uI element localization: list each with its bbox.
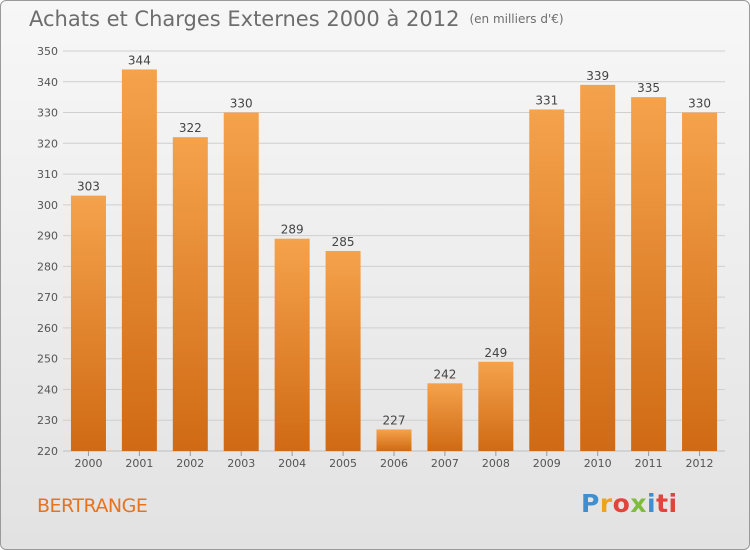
- x-tick-label: 2006: [380, 457, 408, 470]
- data-label: 322: [179, 121, 202, 135]
- y-tick-label: 250: [37, 353, 58, 366]
- bar: [121, 69, 157, 451]
- bar: [580, 84, 616, 451]
- logo-letter: o: [612, 489, 631, 518]
- x-tick-label: 2012: [686, 457, 714, 470]
- logo-letter: ti: [656, 489, 678, 518]
- y-tick-label: 260: [37, 322, 58, 335]
- x-tick-label: 2001: [125, 457, 153, 470]
- logo-letter: i: [647, 489, 657, 518]
- x-tick-label: 2010: [584, 457, 612, 470]
- y-tick-label: 240: [37, 383, 58, 396]
- x-tick-label: 2007: [431, 457, 459, 470]
- y-tick-label: 340: [37, 76, 58, 89]
- x-tick-label: 2002: [176, 457, 204, 470]
- bar: [682, 112, 718, 452]
- bar: [427, 383, 463, 451]
- bar: [223, 112, 259, 452]
- chart-title: Achats et Charges Externes 2000 à 2012 (e…: [29, 7, 564, 31]
- bar: [376, 429, 412, 451]
- data-label: 249: [484, 346, 507, 360]
- logo-letter: r: [599, 489, 613, 518]
- bar: [274, 238, 310, 451]
- y-tick-label: 290: [37, 230, 58, 243]
- data-labels: 303 344 322 330 289 285 227 242 249 331 339 335 330: [77, 53, 711, 427]
- y-tick-label: 220: [37, 445, 58, 458]
- data-label: 330: [230, 97, 253, 111]
- data-label: 285: [332, 235, 355, 249]
- x-tick-label: 2011: [635, 457, 663, 470]
- data-label: 330: [688, 97, 711, 111]
- y-tick-label: 300: [37, 199, 58, 212]
- y-tick-label: 230: [37, 414, 58, 427]
- bar: [478, 361, 514, 451]
- data-label: 335: [637, 81, 660, 95]
- x-tick-label: 2004: [278, 457, 306, 470]
- bar: [70, 195, 106, 451]
- bar: [529, 109, 565, 451]
- logo-letter: x: [630, 489, 647, 518]
- chart-unit: (en milliers d'€): [469, 12, 564, 26]
- place-name: BERTRANGE: [37, 495, 148, 517]
- data-label: 331: [535, 93, 558, 107]
- grid-lines: [63, 50, 725, 452]
- data-label: 339: [586, 69, 609, 83]
- x-tick-label: 2008: [482, 457, 510, 470]
- data-label: 227: [383, 413, 406, 427]
- x-axis: 2000 2001 2002 2003 2004 2005 2006 2007 2008 2009…: [74, 451, 714, 470]
- x-tick-label: 2005: [329, 457, 357, 470]
- data-label: 289: [281, 223, 304, 237]
- y-tick-label: 350: [37, 45, 58, 58]
- bar: [631, 97, 667, 452]
- logo-letter: P: [581, 489, 600, 518]
- data-label: 344: [128, 53, 151, 67]
- bar: [172, 137, 208, 451]
- y-tick-label: 270: [37, 291, 58, 304]
- proxiti-logo[interactable]: Proxiti: [581, 489, 678, 518]
- data-label: 303: [77, 180, 100, 194]
- x-tick-label: 2000: [74, 457, 102, 470]
- bar: [325, 251, 361, 451]
- y-tick-label: 330: [37, 107, 58, 120]
- y-tick-label: 310: [37, 168, 58, 181]
- x-tick-label: 2003: [227, 457, 255, 470]
- chart-title-text: Achats et Charges Externes 2000 à 2012: [29, 7, 460, 31]
- bars: [70, 69, 718, 452]
- y-axis: 220 230 240 250 260 270 280 290 300 310 320 330 340 3…: [37, 45, 58, 458]
- y-tick-label: 320: [37, 137, 58, 150]
- y-tick-label: 280: [37, 260, 58, 273]
- x-tick-label: 2009: [533, 457, 561, 470]
- data-label: 242: [433, 367, 456, 381]
